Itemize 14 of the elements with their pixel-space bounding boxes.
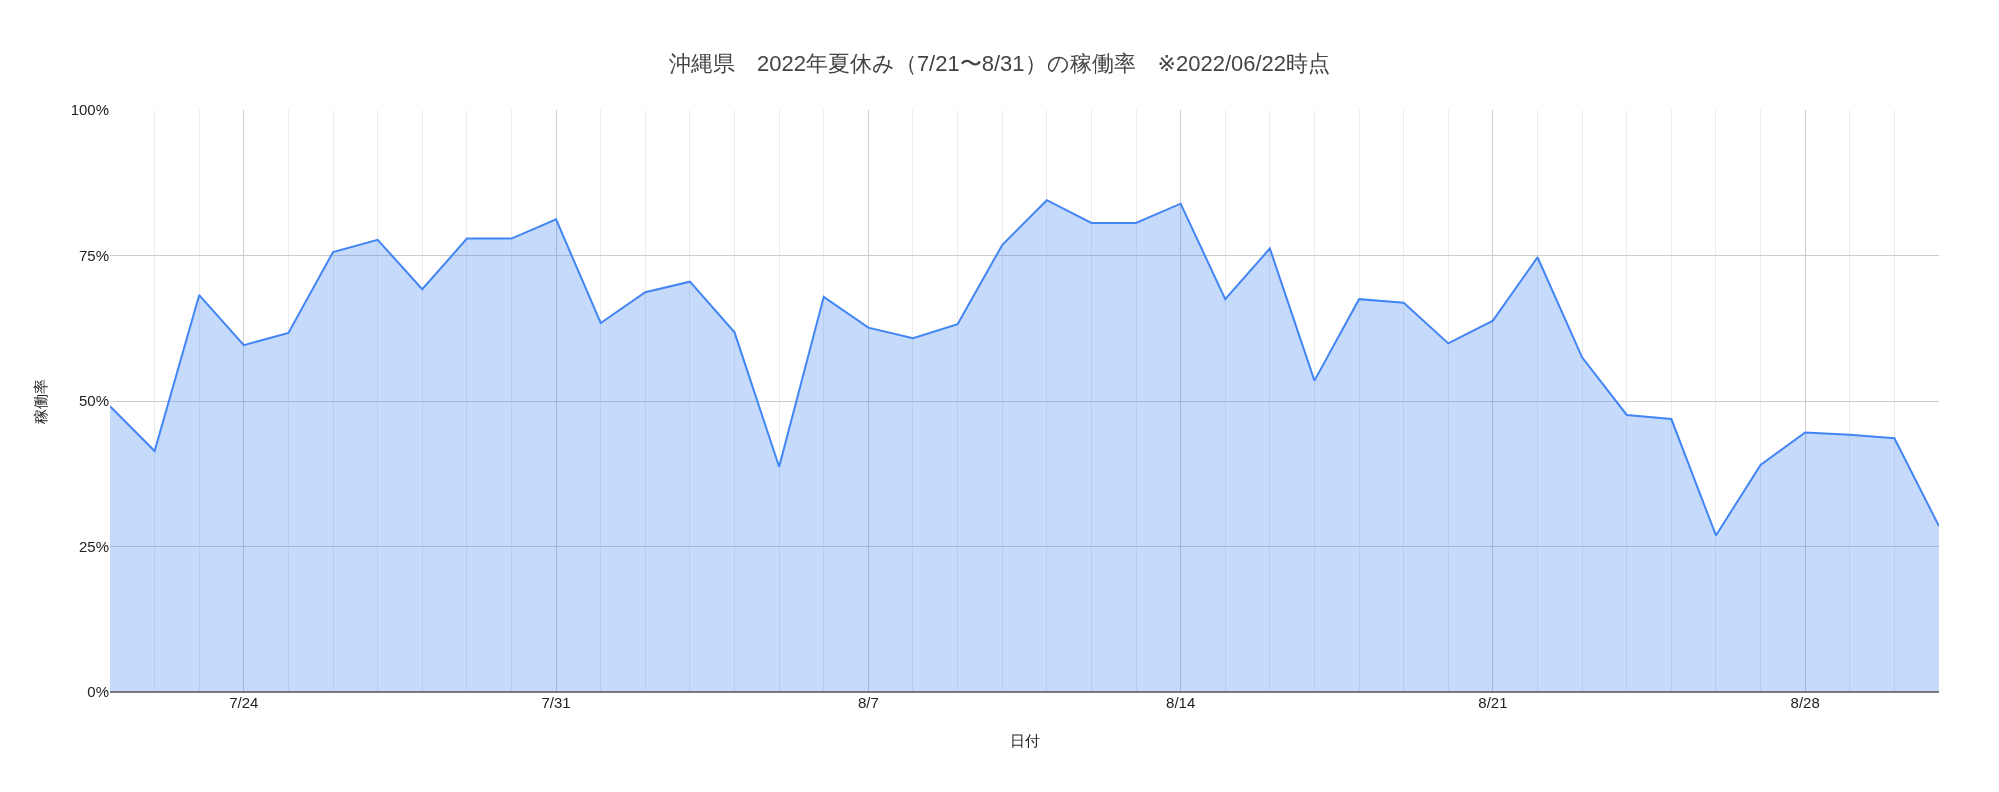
y-tick-label: 50% [78,392,109,410]
x-axis-title: 日付 [1009,732,1040,749]
x-tick-label: 7/24 [229,694,259,711]
y-tick-label: 25% [78,537,109,555]
chart-title: 沖縄県 2022年夏休み（7/21〜8/31）の稼働率 ※2022/06/22時点 [668,50,1331,76]
y-tick-label: 0% [87,683,109,701]
x-tick-label: 8/7 [857,694,879,711]
x-tick-label: 8/14 [1166,694,1196,711]
y-axis-title: 稼働率 [31,378,49,424]
y-tick-label: 100% [70,101,109,119]
x-tick-label: 8/21 [1478,694,1508,711]
y-tick-label: 75% [78,246,109,264]
x-tick-label: 7/31 [541,694,571,711]
x-tick-label: 8/28 [1790,694,1820,711]
